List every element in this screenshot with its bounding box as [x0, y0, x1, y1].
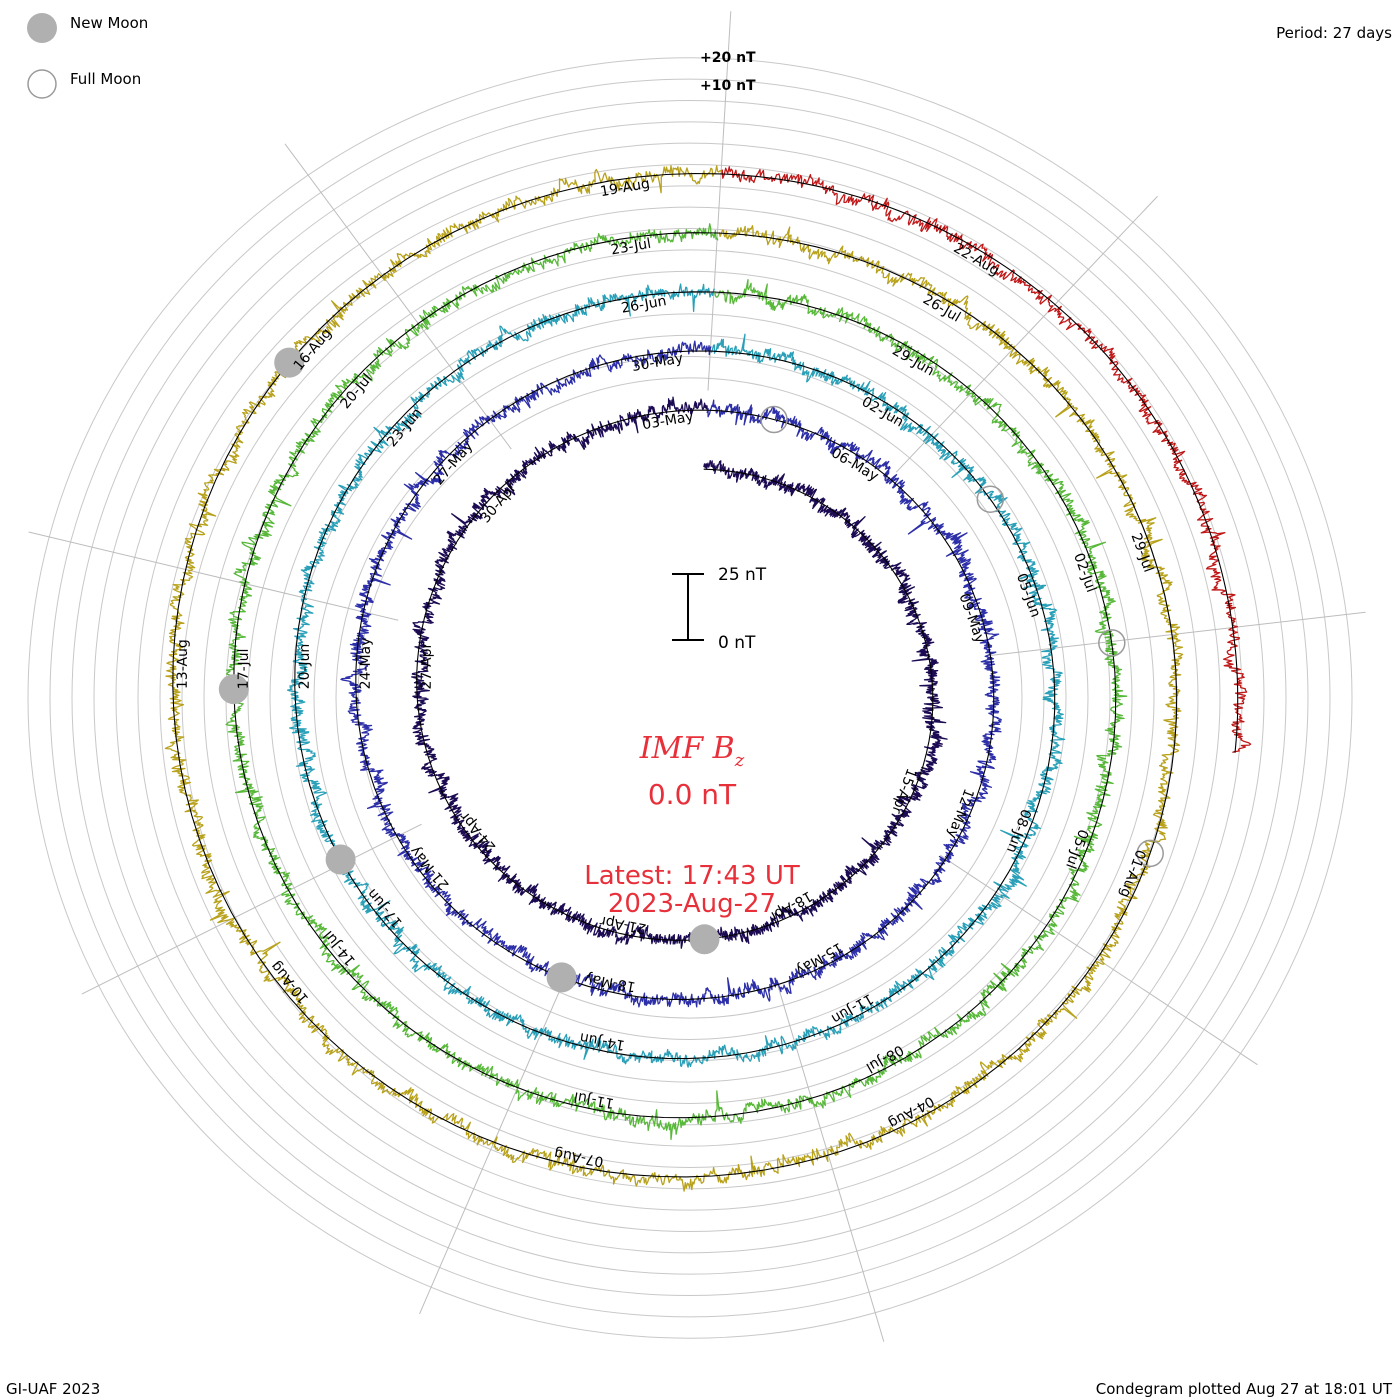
- date-label: 11-Jul: [573, 1088, 616, 1111]
- bz-trace-ring-2: [340, 340, 1002, 1008]
- zero-baseline-ring-6: [721, 173, 1239, 753]
- new-moon-label: New Moon: [70, 14, 148, 32]
- grid-spoke: [28, 531, 399, 621]
- scale-bar: 25 nT 0 nT: [672, 565, 767, 653]
- bz-trace-ring-5: [164, 165, 1184, 1192]
- date-label: 27-Apr: [419, 642, 435, 689]
- zero-baseline-ring-2: [355, 350, 995, 1000]
- date-label: 30-May: [631, 350, 685, 375]
- full-moon-marker: [1136, 839, 1164, 868]
- full-moon-marker: [760, 405, 788, 434]
- full-moon-marker: [1098, 629, 1126, 657]
- grid-ring: [313, 334, 1067, 1062]
- ring-ref-label-10: +10 nT: [700, 78, 756, 94]
- date-label: 09-May: [955, 591, 988, 645]
- date-label: 12-May: [944, 786, 977, 840]
- date-label: 01-Aug: [1116, 847, 1148, 899]
- grid-ring: [357, 377, 1023, 1019]
- date-label: 23-Jul: [610, 236, 653, 259]
- date-label: 21-May: [407, 843, 453, 893]
- chart-title-sub: z: [734, 750, 745, 771]
- bz-traces: [164, 165, 1252, 1192]
- grid-ring: [247, 270, 1133, 1126]
- moon-legend: New Moon Full Moon: [27, 13, 148, 99]
- date-label: 20-Jun: [297, 644, 313, 690]
- new-moon-marker: [689, 924, 720, 955]
- grid-spoke: [775, 977, 885, 1342]
- grid-ring: [203, 228, 1177, 1168]
- date-label: 14-Jun: [579, 1029, 627, 1053]
- full-moon-marker: [976, 485, 1005, 513]
- latest-date: 2023-Aug-27: [608, 889, 776, 919]
- ring-ref-label-20: +20 nT: [700, 50, 756, 66]
- date-label: 29-Jun: [889, 343, 936, 380]
- bz-trace-ring-6: [721, 166, 1252, 754]
- current-value: 0.0 nT: [648, 778, 737, 811]
- chart-title: IMF Bz: [639, 731, 745, 771]
- zero-baseline-ring-4: [233, 232, 1117, 1119]
- new-moon-marker: [325, 844, 356, 875]
- credit-label: GI-UAF 2023: [6, 1380, 100, 1398]
- date-label: 17-Jul: [236, 649, 252, 690]
- bz-trace-ring-4: [225, 223, 1128, 1141]
- bz-trace-ring-1: [411, 396, 948, 949]
- new-moon-icon: [27, 13, 57, 43]
- period-label: Period: 27 days: [1276, 24, 1392, 42]
- scale-bar-bottom-label: 0 nT: [718, 633, 756, 653]
- moon-markers: [218, 347, 1164, 993]
- grid-spoke: [895, 195, 1158, 473]
- grid-spoke: [940, 854, 1258, 1066]
- new-moon-marker: [546, 962, 577, 993]
- date-label: 07-Aug: [553, 1145, 605, 1170]
- chart-title-main: IMF B: [639, 731, 735, 766]
- date-label: 04-Aug: [885, 1093, 936, 1132]
- zero-baseline-ring-3: [294, 291, 1056, 1060]
- grid-ring: [27, 57, 1353, 1339]
- grid-ring: [181, 206, 1199, 1190]
- grid-ring: [93, 121, 1287, 1275]
- grid-ring: [71, 99, 1309, 1297]
- grid-spoke: [284, 143, 512, 450]
- full-moon-label: Full Moon: [70, 70, 141, 88]
- grid-ring: [115, 142, 1265, 1254]
- date-label: 24-May: [358, 638, 374, 690]
- bz-trace-ring-3: [286, 283, 1066, 1068]
- grid-ring: [49, 78, 1331, 1318]
- new-moon-marker: [218, 674, 249, 705]
- zero-baseline-ring-5: [172, 172, 1178, 1178]
- scale-bar-top-label: 25 nT: [718, 565, 767, 585]
- date-labels: 15-Apr18-Apr21-Apr24-Apr27-Apr30-Apr03-M…: [175, 176, 1157, 1170]
- date-label: 26-Jun: [620, 293, 668, 317]
- new-moon-marker: [274, 347, 305, 378]
- grid-spoke: [81, 823, 422, 995]
- zero-baseline-ring-1: [416, 409, 934, 941]
- latest-time: Latest: 17:43 UT: [584, 861, 800, 891]
- date-label: 13-Aug: [175, 639, 191, 689]
- grid-spoke: [707, 11, 732, 391]
- grid-ring: [159, 185, 1221, 1211]
- plotted-label: Condegram plotted Aug 27 at 18:01 UT: [1096, 1380, 1393, 1398]
- full-moon-icon: [27, 69, 57, 99]
